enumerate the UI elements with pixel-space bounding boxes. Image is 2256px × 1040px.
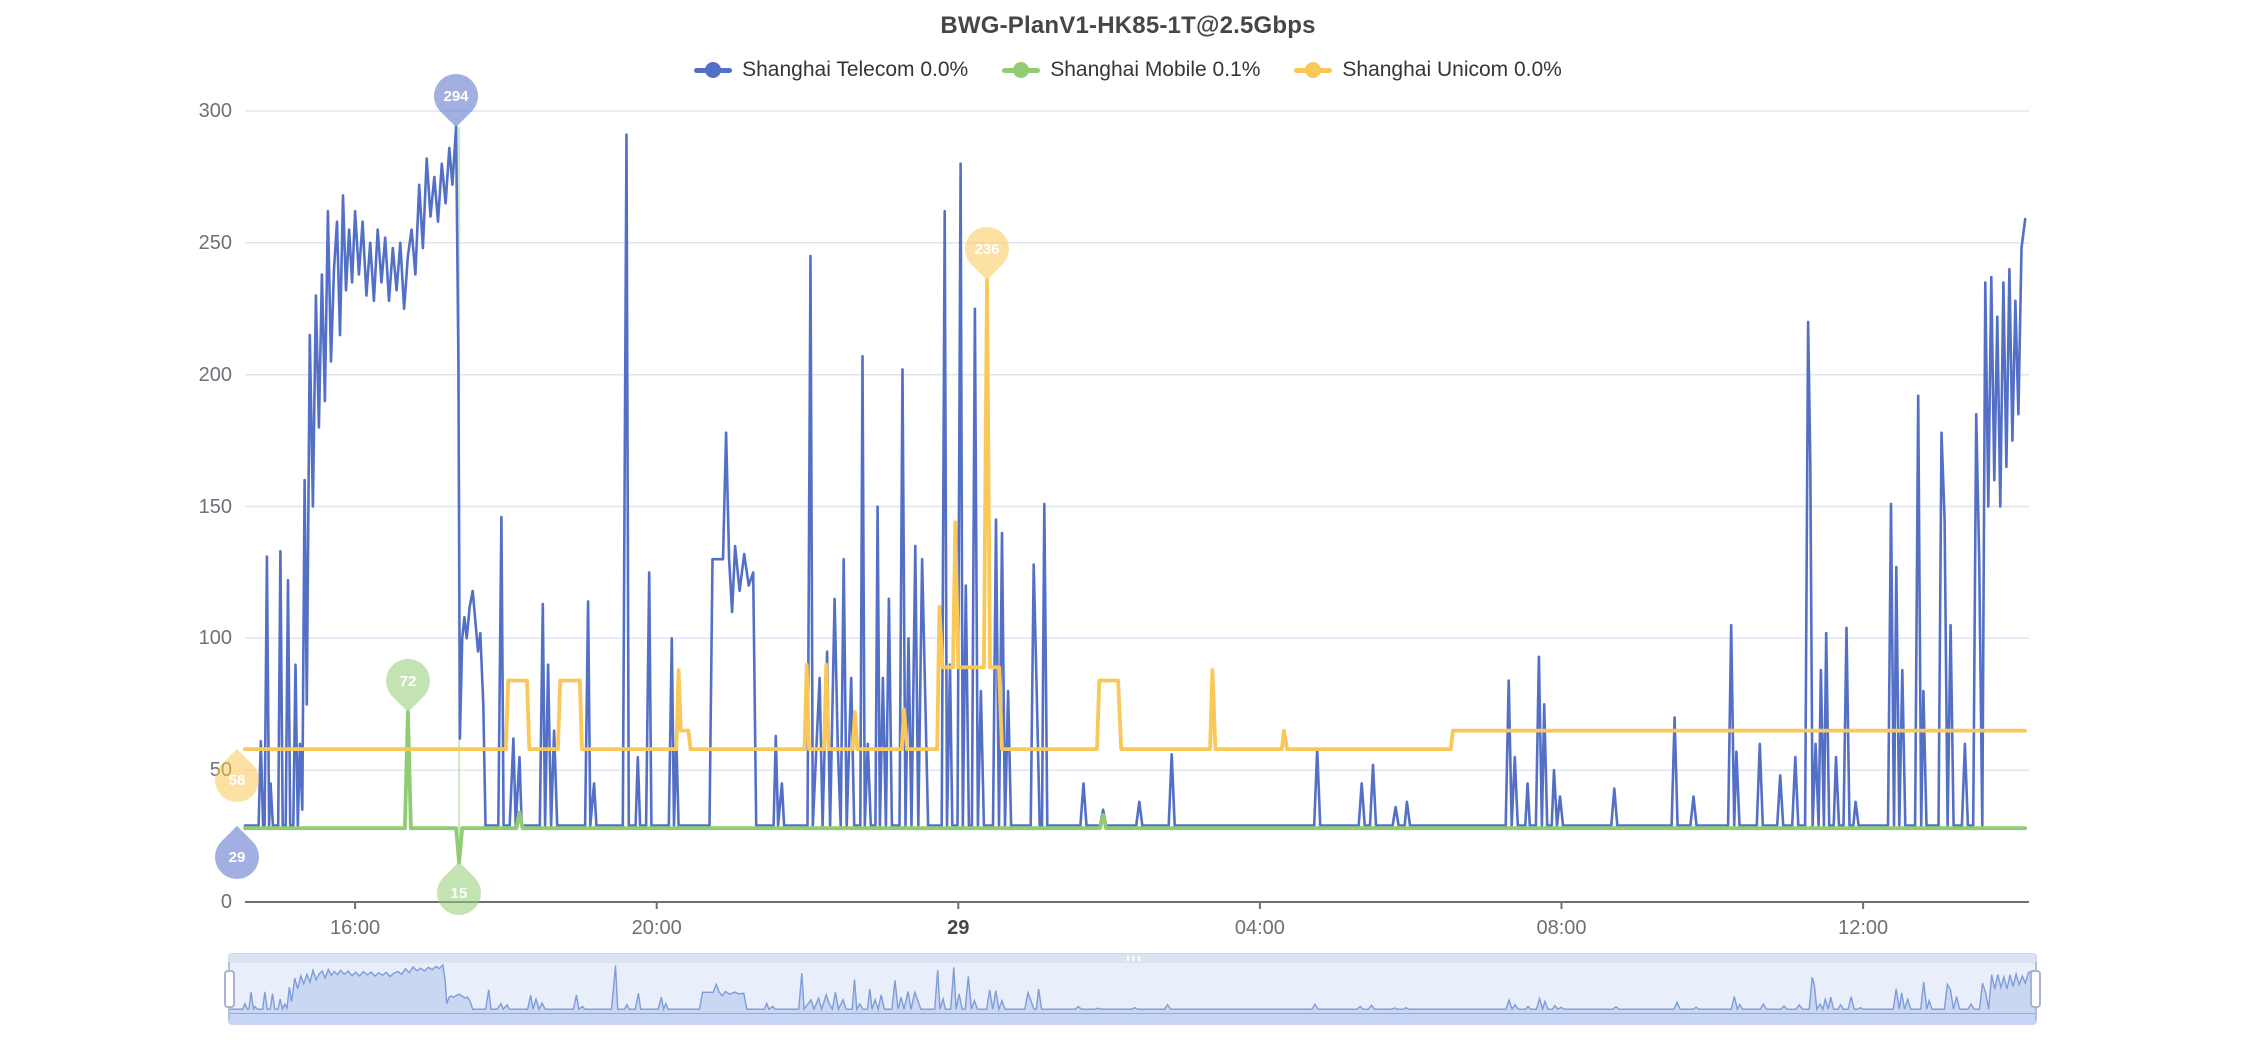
datazoom-left-handle[interactable] (224, 970, 235, 1008)
max-marker-pin: 236 (955, 217, 1019, 280)
y-axis-label: 0 (220, 891, 232, 913)
max-marker-pin: 72 (376, 650, 439, 713)
legend-item-2[interactable]: Shanghai Unicom 0.0% (1294, 58, 1562, 82)
legend-item-0[interactable]: Shanghai Telecom 0.0% (694, 58, 968, 82)
marker-pin-value: 15 (450, 884, 468, 902)
y-axis-label: 100 (198, 627, 232, 650)
x-axis-label: 12:00 (1838, 917, 1889, 939)
marker-pin-value: 236 (974, 240, 1000, 258)
datazoom-slider[interactable] (224, 953, 2041, 1025)
max-marker-pin: 294 (424, 64, 488, 127)
marker-pin-value: 58 (228, 771, 246, 789)
legend-label: Shanghai Unicom 0.0% (1342, 58, 1562, 81)
marker-pin-value: 72 (399, 672, 417, 690)
legend-label: Shanghai Mobile 0.1% (1050, 58, 1261, 81)
x-axis-label: 29 (947, 917, 970, 939)
y-axis-label: 300 (198, 100, 232, 122)
datazoom-move-icon (1126, 956, 1140, 961)
x-axis-label: 04:00 (1234, 917, 1285, 939)
legend-line-dot-icon (1002, 62, 1041, 78)
marker-pin-value: 294 (443, 87, 469, 105)
datazoom-bottom-strip (229, 1014, 2036, 1024)
datazoom-shadow-canvas (229, 963, 2036, 1014)
legend-item-1[interactable]: Shanghai Mobile 0.1% (1002, 58, 1260, 82)
min-marker-pin: 58 (205, 748, 269, 812)
x-axis-label: 08:00 (1536, 917, 1587, 939)
legend-line-dot-icon (1294, 62, 1333, 78)
legend: Shanghai Telecom 0.0% Shanghai Mobile 0.1… (0, 58, 2256, 82)
datazoom-right-handle[interactable] (2030, 970, 2041, 1008)
datazoom-move-bar[interactable] (229, 954, 2036, 963)
chart-title: BWG-PlanV1-HK85-1T@2.5Gbps (940, 12, 1316, 39)
x-axis-label: 16:00 (330, 917, 381, 939)
x-axis-label: 20:00 (631, 917, 682, 939)
marker-pin-value: 29 (228, 848, 246, 866)
y-axis-label: 200 (198, 363, 232, 386)
legend-line-dot-icon (694, 62, 733, 78)
min-marker-pin: 29 (205, 825, 269, 888)
legend-label: Shanghai Telecom 0.0% (742, 58, 969, 81)
y-axis-label: 150 (198, 495, 232, 518)
y-axis-label: 250 (198, 231, 232, 254)
